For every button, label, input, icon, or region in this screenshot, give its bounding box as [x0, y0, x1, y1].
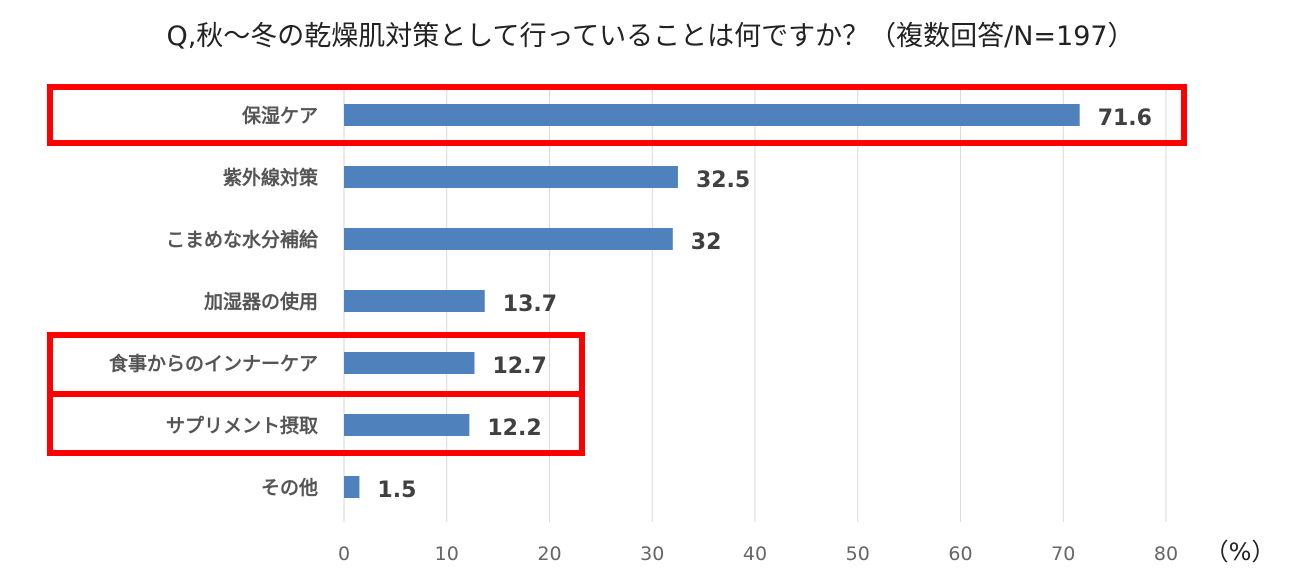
x-tick-50: 50 — [846, 543, 870, 565]
category-label-4: 食事からのインナーケア — [109, 352, 318, 375]
bar-4 — [344, 352, 475, 374]
bar-5 — [344, 414, 470, 436]
category-label-0: 保湿ケア — [241, 104, 318, 127]
x-tick-30: 30 — [640, 543, 664, 565]
x-tick-40: 40 — [743, 543, 767, 565]
value-label-1: 32.5 — [696, 168, 750, 193]
bar-2 — [344, 228, 673, 250]
category-label-3: 加湿器の使用 — [203, 291, 318, 313]
category-labels: 保湿ケア紫外線対策こまめな水分補給加湿器の使用食事からのインナーケアサプリメント… — [109, 104, 319, 499]
value-label-4: 12.7 — [492, 354, 546, 379]
value-label-5: 12.2 — [487, 416, 541, 441]
bars — [344, 104, 1080, 498]
highlight-boxes — [47, 84, 1187, 456]
value-label-2: 32 — [691, 230, 722, 255]
value-label-6: 1.5 — [377, 478, 416, 503]
highlight-box-0 — [47, 84, 1187, 146]
x-tick-0: 0 — [338, 543, 350, 565]
category-label-2: こまめな水分補給 — [166, 228, 319, 251]
bar-0 — [344, 104, 1080, 126]
x-tick-20: 20 — [537, 543, 561, 565]
x-tick-labels: 0 10 20 30 40 50 60 70 80 — [338, 543, 1178, 565]
x-tick-70: 70 — [1051, 543, 1075, 565]
x-tick-60: 60 — [948, 543, 972, 565]
x-tick-80: 80 — [1154, 543, 1178, 565]
value-label-3: 13.7 — [503, 292, 557, 317]
value-labels: 71.6 32.5 32 13.7 12.7 12.2 1.5 — [377, 106, 1152, 503]
category-label-6: その他 — [261, 476, 318, 499]
category-label-1: 紫外線対策 — [223, 166, 319, 189]
bar-3 — [344, 290, 485, 312]
chart-title: Q,秋～冬の乾燥肌対策として行っていることは何ですか？（複数回答/N=197） — [166, 21, 1135, 52]
bar-1 — [344, 166, 678, 188]
x-unit-label: （%） — [1205, 538, 1276, 566]
value-label-0: 71.6 — [1098, 106, 1152, 131]
bar-6 — [344, 476, 360, 498]
category-label-5: サプリメント摂取 — [166, 414, 318, 437]
x-tick-10: 10 — [435, 543, 459, 565]
